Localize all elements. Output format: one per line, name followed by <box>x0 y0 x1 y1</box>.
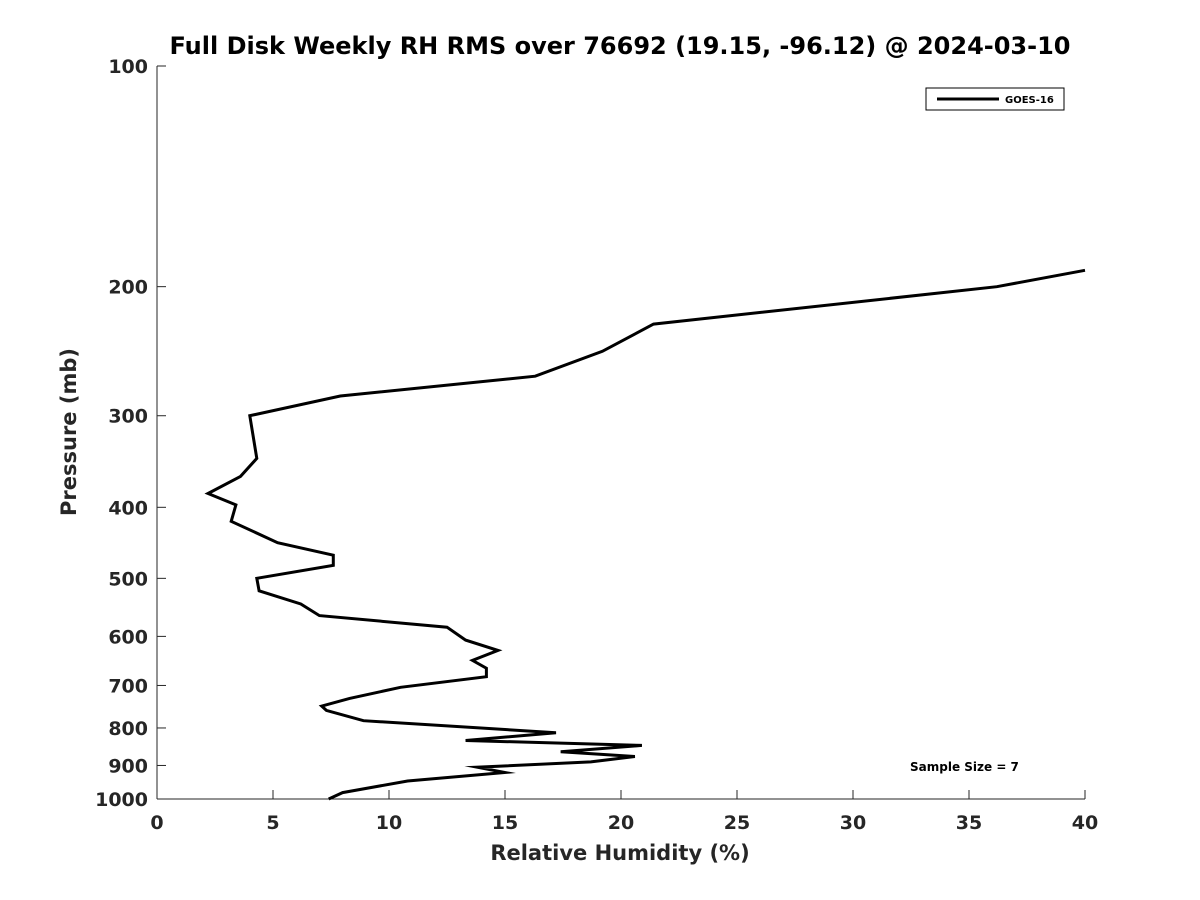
y-tick-label: 600 <box>108 626 148 648</box>
x-tick-label: 25 <box>724 812 750 834</box>
x-tick-label: 20 <box>608 812 634 834</box>
series-line-goes-16 <box>204 268 1086 801</box>
series-layer <box>204 268 1086 801</box>
y-tick-label: 200 <box>108 277 148 299</box>
y-tick-label: 500 <box>108 568 148 590</box>
y-tick-label: 800 <box>108 718 148 740</box>
x-tick-label: 40 <box>1072 812 1098 834</box>
y-tick-label: 300 <box>108 406 148 428</box>
x-tick-label: 5 <box>266 812 279 834</box>
legend-entry-goes-16: GOES-16 <box>1005 95 1054 106</box>
x-tick-label: 15 <box>492 812 518 834</box>
y-tick-label: 700 <box>108 675 148 697</box>
x-tick-label: 30 <box>840 812 866 834</box>
y-tick-label: 900 <box>108 755 148 777</box>
y-tick-label: 400 <box>108 497 148 519</box>
y-ticks: 100 200 300 400 500 600 700 800 900 1000 <box>95 56 166 811</box>
x-tick-label: 35 <box>956 812 982 834</box>
x-ticks: 0 5 10 15 20 25 30 35 40 <box>150 790 1098 834</box>
y-tick-label: 1000 <box>95 789 148 811</box>
chart-title: Full Disk Weekly RH RMS over 76692 (19.1… <box>169 32 1070 60</box>
legend: GOES-16 <box>925 87 1065 111</box>
sample-size-annotation: Sample Size = 7 <box>910 760 1019 774</box>
x-tick-label: 0 <box>150 812 163 834</box>
y-tick-label: 100 <box>108 56 148 78</box>
x-axis-label: Relative Humidity (%) <box>490 841 749 865</box>
y-axis-label: Pressure (mb) <box>57 348 81 516</box>
x-tick-label: 10 <box>376 812 402 834</box>
